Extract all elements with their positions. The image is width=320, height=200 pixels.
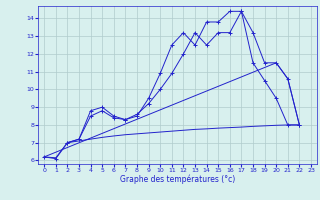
X-axis label: Graphe des températures (°c): Graphe des températures (°c) bbox=[120, 175, 235, 184]
